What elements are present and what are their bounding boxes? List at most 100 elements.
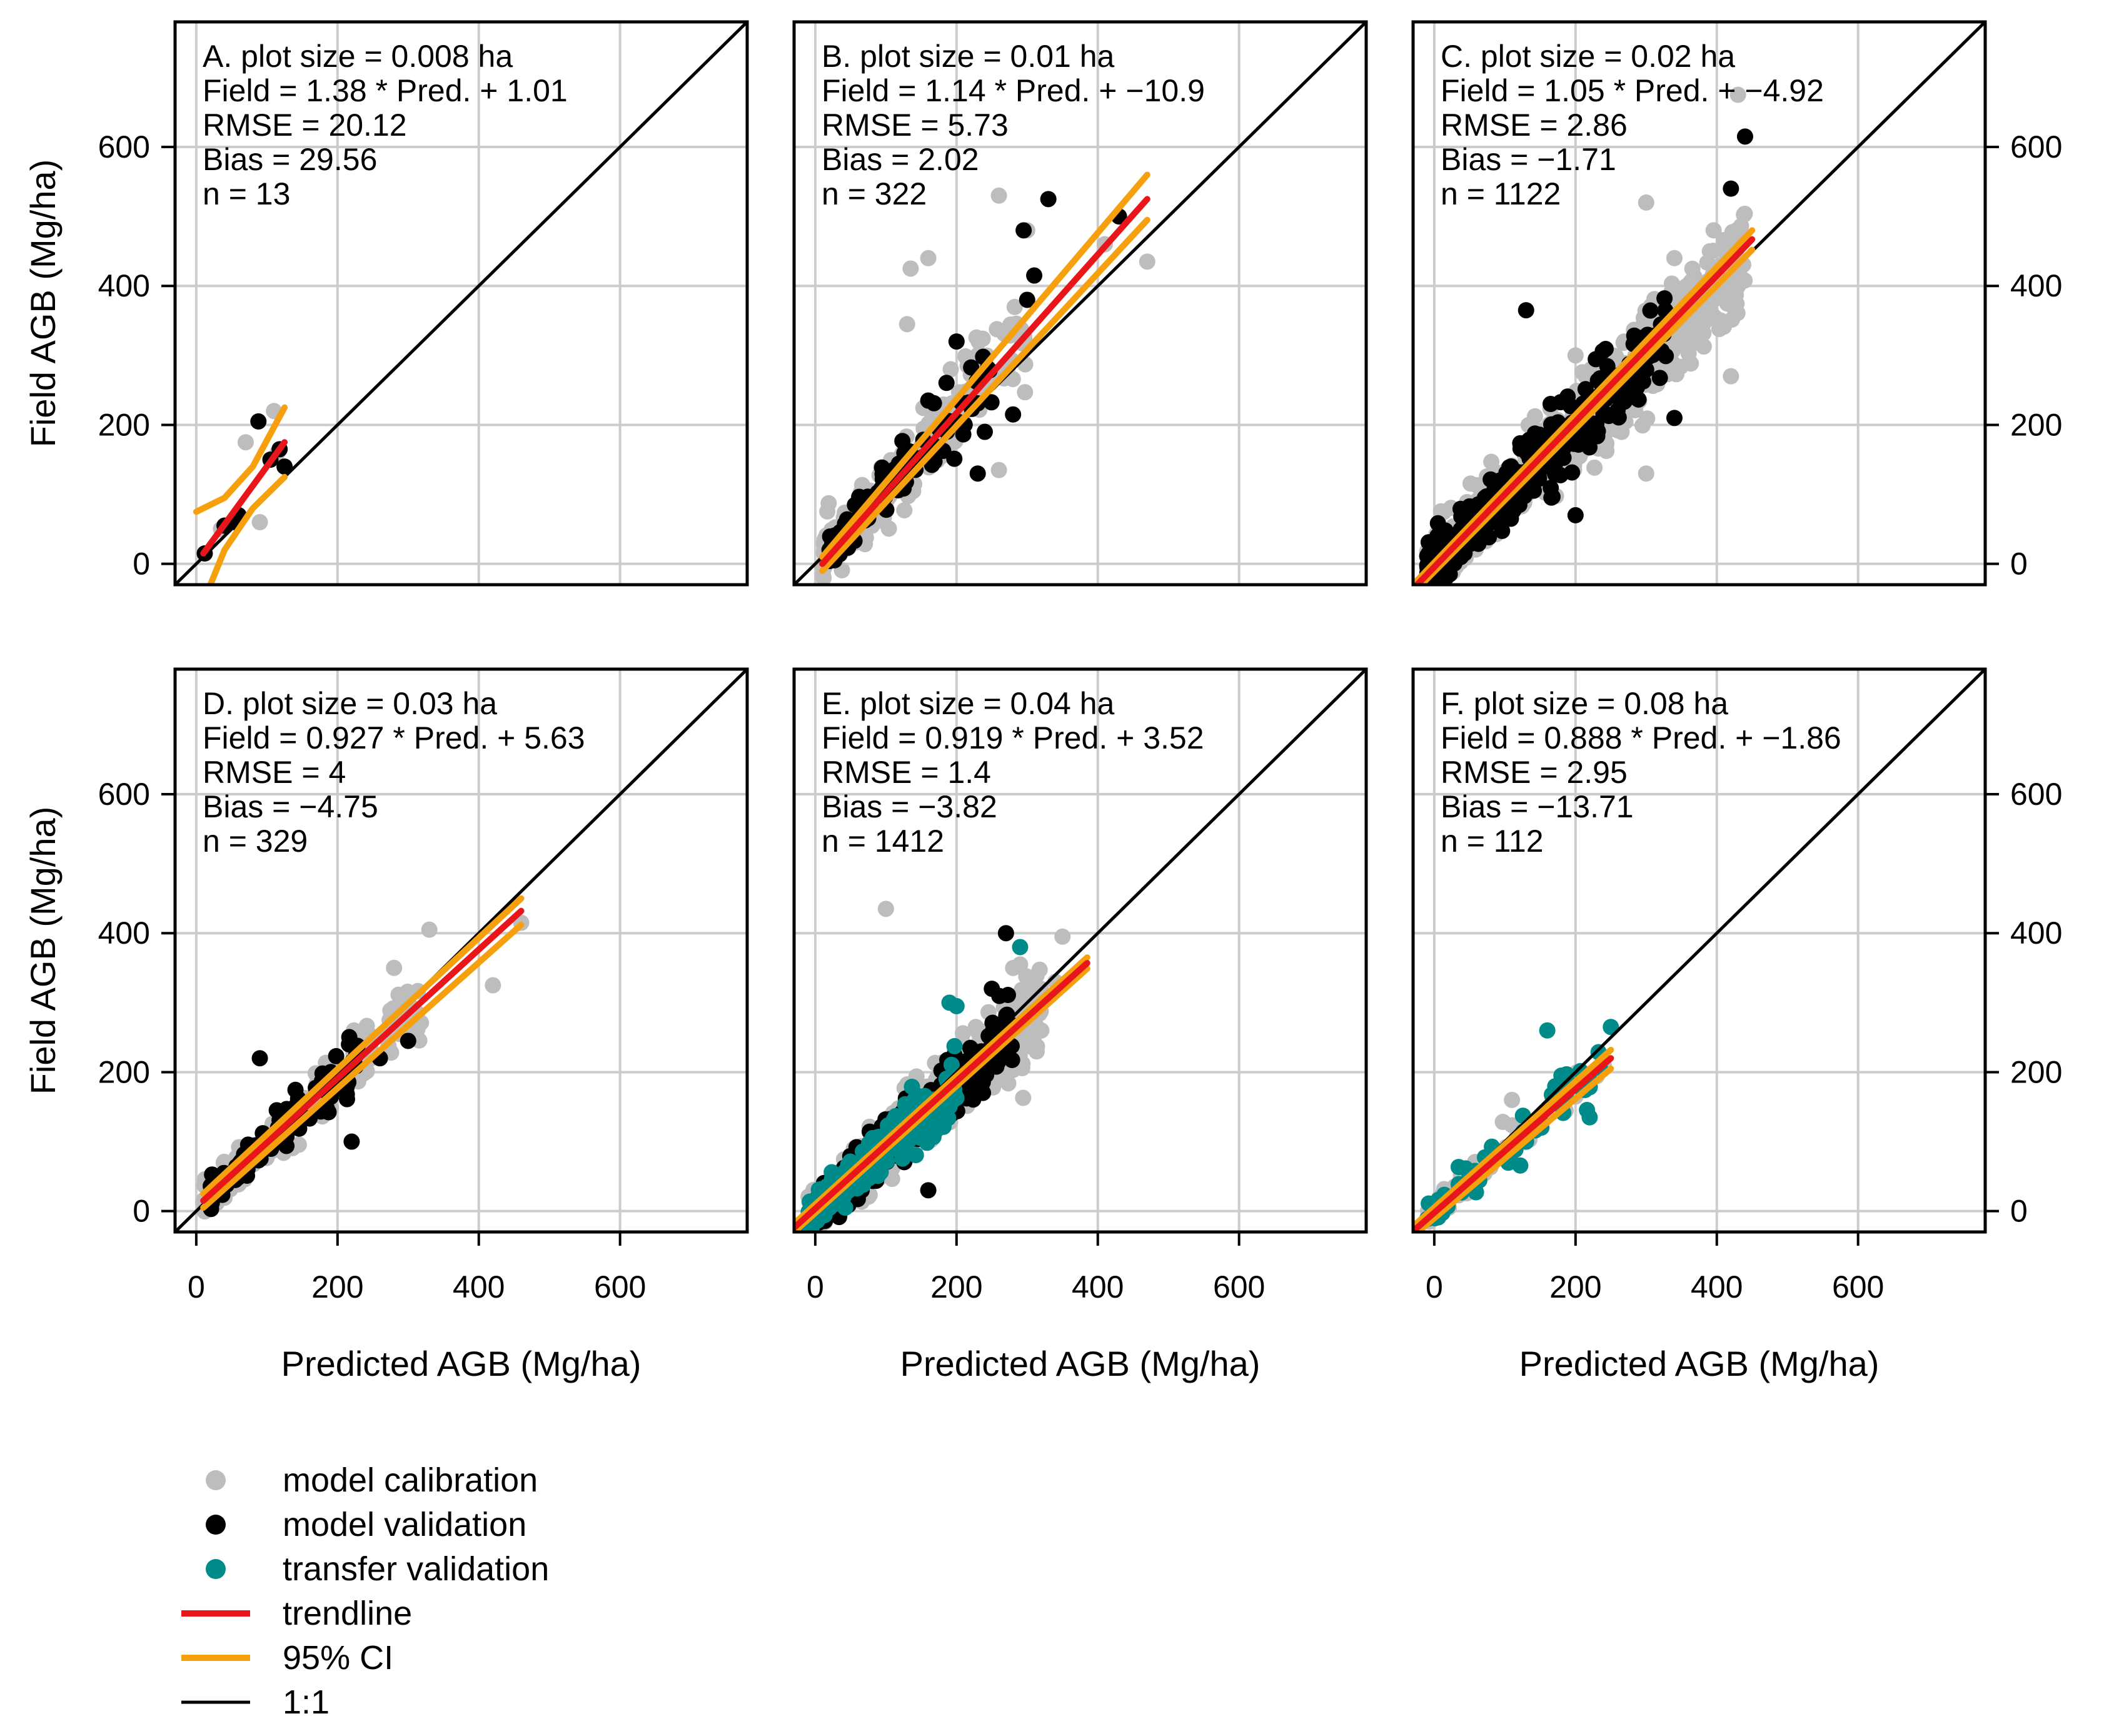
legend-label: trendline (283, 1595, 412, 1632)
model_calibration-point (990, 187, 1007, 204)
ci-lower-line (819, 216, 1150, 574)
model_calibration-point (1638, 194, 1654, 211)
legend-label: 95% CI (283, 1639, 393, 1677)
transfer_validation-point (848, 1180, 865, 1197)
model_validation-point (1461, 498, 1478, 515)
model_calibration-point (1424, 599, 1441, 615)
x-tick-label: 400 (1691, 1269, 1743, 1305)
model_calibration-point (1728, 295, 1745, 312)
y-tick-label: 400 (2010, 268, 2062, 303)
y-tick-label: 200 (2010, 1054, 2062, 1089)
panel-frame (1411, 20, 1987, 587)
transfer_validation-point (897, 1096, 914, 1113)
gridlines (175, 22, 747, 585)
model_validation-point (1651, 370, 1668, 386)
model_validation-point (400, 1032, 416, 1049)
transfer_validation-point (1603, 1019, 1619, 1036)
model_calibration-point (386, 959, 403, 976)
model_validation-point (276, 458, 293, 475)
model_calibration-point (251, 514, 268, 530)
legend-label: 1:1 (283, 1683, 330, 1721)
model_validation-point (1546, 465, 1563, 482)
y-tick-label: 400 (98, 268, 150, 303)
model_validation-point (1526, 482, 1543, 499)
model_calibration-point (1695, 338, 1712, 355)
x-tick-label: 400 (453, 1269, 505, 1305)
model_validation-point (1626, 327, 1643, 344)
transfer_validation-point (1539, 1022, 1556, 1039)
n-label: n = 1412 (822, 824, 944, 859)
rmse-label: RMSE = 5.73 (822, 108, 1009, 143)
y-tick-label: 600 (98, 777, 150, 812)
fit-lines (794, 22, 1366, 585)
trendline (1413, 236, 1756, 585)
model_calibration-point (970, 333, 987, 350)
model_validation-point (1564, 464, 1581, 481)
ci-upper-line (200, 895, 525, 1197)
y-tick-label: 0 (133, 547, 150, 582)
rmse-label: RMSE = 1.4 (822, 755, 991, 790)
legend-label: transfer validation (283, 1550, 549, 1588)
model_calibration-point (1483, 453, 1500, 470)
model_validation-point (1666, 410, 1683, 426)
transfer_validation-point (907, 1147, 924, 1164)
model_calibration-point (1716, 318, 1733, 335)
y-tick-label: 0 (2010, 1194, 2028, 1229)
model_calibration-point (1574, 364, 1591, 381)
bias-label: Bias = −4.75 (203, 789, 378, 824)
model_validation-point (955, 426, 972, 443)
model_calibration-point (358, 1017, 375, 1034)
panel-title: E. plot size = 0.04 ha (822, 686, 1115, 721)
x-tick-label: 600 (1832, 1269, 1884, 1305)
model_calibration-point (902, 260, 919, 277)
rmse-label: RMSE = 2.95 (1441, 755, 1628, 790)
model_validation-point (250, 413, 267, 430)
model_validation-point (984, 981, 1000, 997)
trendline (1413, 1055, 1614, 1232)
legend-item: transfer validation (206, 1550, 549, 1588)
model_validation-point (1521, 431, 1538, 448)
model_calibration-point (1015, 1089, 1032, 1106)
y-axis-label: Field AGB (Mg/ha) (23, 807, 63, 1095)
model_validation-point (1610, 409, 1627, 426)
x-tick-label: 0 (807, 1269, 824, 1305)
fit-lines (794, 669, 1366, 1232)
model_calibration-point (955, 1025, 972, 1042)
model_calibration-point (877, 901, 894, 917)
model_validation-point (1642, 302, 1659, 319)
ci-upper-line (819, 171, 1150, 560)
y-tick-label: 400 (2010, 916, 2062, 951)
y-tick-label: 600 (98, 129, 150, 164)
fit-lines (175, 669, 747, 1232)
equation-label: Field = 0.888 * Pred. + −1.86 (1441, 720, 1841, 755)
y-tick-label: 200 (98, 1054, 150, 1089)
model_calibration-point (1494, 1114, 1511, 1131)
model_calibration-point (896, 502, 913, 518)
model_validation-point (1559, 388, 1576, 405)
model_validation-point (1040, 191, 1057, 208)
model_calibration-point (819, 503, 836, 520)
gridlines (794, 669, 1366, 1232)
gridlines (1413, 669, 1985, 1232)
model_calibration-point (1663, 275, 1680, 292)
model_validation-point (1436, 527, 1453, 543)
rmse-label: RMSE = 4 (203, 755, 346, 790)
n-label: n = 329 (203, 824, 308, 859)
model_calibration-point (1054, 928, 1071, 945)
x-tick-label: 200 (311, 1269, 363, 1305)
model_calibration-point (990, 462, 1007, 478)
model_validation-point (920, 392, 937, 409)
legend-item: model validation (206, 1506, 526, 1543)
bias-label: Bias = −1.71 (1441, 142, 1616, 177)
panel-frame (792, 667, 1368, 1234)
transfer_validation-point (943, 1056, 960, 1073)
model_calibration-point (898, 316, 915, 333)
model_validation-point (1501, 459, 1518, 476)
legend: model calibration model validation transfe… (181, 1461, 549, 1721)
fit-lines (175, 22, 747, 585)
